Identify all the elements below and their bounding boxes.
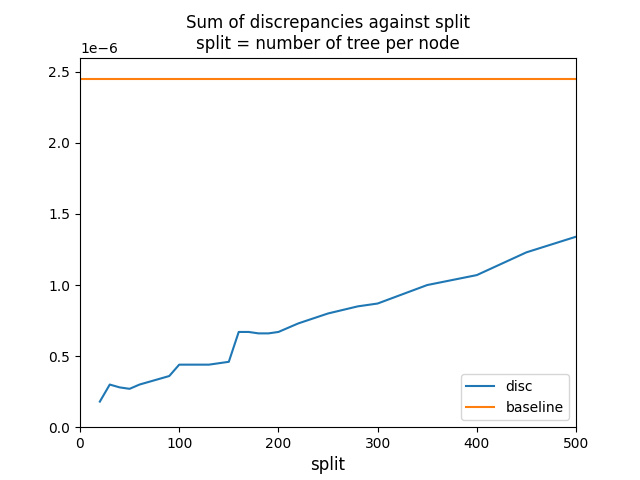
disc [294, 321, 302, 326]
disc [116, 384, 124, 390]
X-axis label: split: split [310, 456, 346, 474]
disc [125, 386, 134, 392]
disc [275, 329, 282, 335]
disc [205, 362, 212, 368]
disc [265, 331, 273, 336]
disc [186, 362, 193, 368]
disc [215, 360, 223, 366]
Title: Sum of discrepancies against split
split = number of tree per node: Sum of discrepancies against split split… [186, 14, 470, 53]
baseline [77, 76, 85, 82]
disc [96, 399, 104, 405]
disc [324, 311, 332, 316]
disc [255, 331, 262, 336]
disc [235, 329, 243, 335]
disc [424, 282, 431, 288]
disc [136, 382, 143, 387]
disc [225, 359, 233, 365]
disc [195, 362, 203, 368]
disc [146, 379, 154, 384]
disc [244, 329, 252, 335]
disc [165, 373, 173, 379]
disc [106, 382, 114, 387]
disc [354, 303, 362, 309]
disc [572, 234, 580, 240]
disc [175, 362, 183, 368]
Legend: disc, baseline: disc, baseline [461, 374, 569, 420]
disc [156, 376, 163, 382]
disc [473, 272, 481, 278]
Line: disc: disc [100, 237, 576, 402]
disc [374, 300, 381, 306]
baseline [76, 76, 84, 82]
disc [522, 250, 530, 255]
